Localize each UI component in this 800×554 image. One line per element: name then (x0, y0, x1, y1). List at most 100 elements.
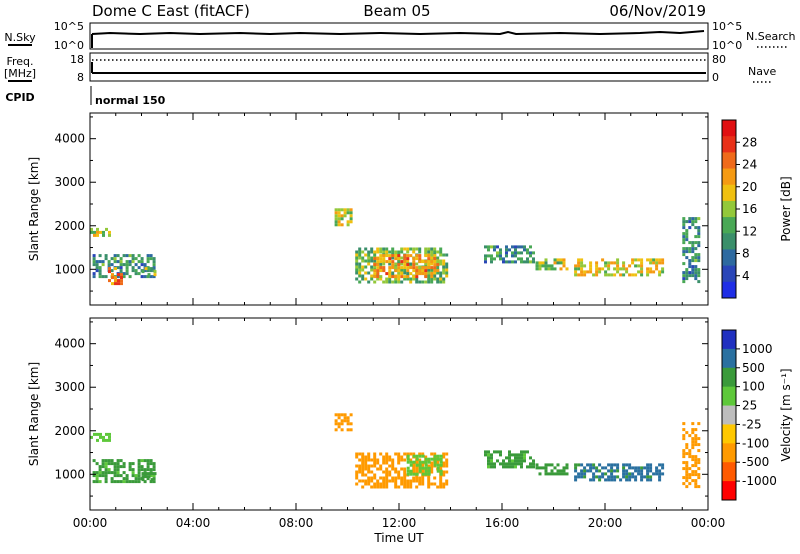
echo-cell (694, 437, 698, 441)
echo-cell (694, 235, 698, 239)
echo-cell (415, 266, 419, 270)
echo-cell (415, 257, 419, 261)
echo-cell (661, 270, 665, 274)
echo-cell (532, 462, 535, 466)
echo-cell (334, 422, 338, 426)
echo-cell (559, 258, 563, 262)
echo-cell (120, 276, 123, 280)
echo-cell (415, 479, 419, 483)
echo-cell (655, 258, 659, 262)
echo-cell (137, 260, 141, 264)
echo-cell (445, 253, 449, 257)
echo-cell (682, 217, 686, 221)
echo-cell (634, 264, 638, 268)
echo-cell (691, 446, 695, 450)
echo-cell (105, 438, 108, 442)
echo-cell (646, 472, 650, 476)
echo-cell (577, 264, 581, 268)
echo-cell (98, 471, 102, 475)
echo-cell (96, 227, 99, 231)
echo-cell (122, 471, 126, 475)
echo-cell (367, 470, 371, 474)
echo-cell (697, 229, 701, 233)
echo-cell (436, 265, 440, 269)
echo-cell (367, 452, 371, 456)
echo-cell (541, 264, 545, 268)
echo-cell (685, 256, 689, 260)
echo-cell (580, 261, 584, 265)
echo-cell (697, 485, 701, 489)
echo-cell (415, 277, 419, 281)
echo-cell (502, 260, 505, 264)
echo-cell (337, 422, 341, 426)
colorbar-label: Power [dB] (779, 176, 793, 241)
echo-cell (535, 264, 539, 268)
echo-cell (532, 465, 535, 469)
echo-cell (661, 472, 665, 476)
echo-cell (547, 264, 551, 268)
echo-cell (114, 282, 117, 286)
echo-cell (616, 466, 620, 470)
echo-cell (116, 254, 120, 258)
echo-cell (125, 477, 129, 481)
echo-cell (370, 265, 374, 269)
echo-cell (95, 477, 99, 481)
echo-cell (391, 254, 395, 258)
echo-cell (415, 280, 419, 284)
echo-cell (373, 473, 377, 477)
echo-cell (346, 422, 350, 426)
echo-cell (418, 260, 422, 264)
echo-cell (361, 467, 365, 471)
echo-cell (153, 270, 157, 274)
echo-cell (691, 256, 695, 260)
echo-cell (607, 475, 611, 479)
echo-cell (691, 479, 695, 483)
echo-cell (547, 463, 551, 467)
echo-cell (490, 453, 493, 457)
echo-cell (490, 260, 493, 264)
echo-cell (523, 453, 526, 457)
echo-cell (98, 474, 102, 478)
echo-cell (370, 464, 374, 468)
echo-cell (379, 257, 383, 261)
echo-cell (439, 469, 443, 473)
echo-cell (682, 262, 686, 266)
echo-cell (640, 273, 644, 277)
echo-cell (484, 453, 487, 457)
echo-cell (511, 254, 514, 258)
nave-tick-low: 0 (712, 71, 719, 84)
echo-cell (137, 459, 141, 463)
echo-cell (526, 450, 529, 454)
echo-cell (640, 258, 644, 262)
echo-cell (340, 214, 344, 218)
echo-cell (556, 258, 560, 262)
echo-cell (538, 472, 542, 476)
echo-cell (397, 250, 401, 254)
echo-cell (436, 485, 440, 489)
echo-cell (120, 282, 123, 286)
echo-cell (625, 463, 629, 467)
echo-cell (688, 259, 692, 263)
echo-cell (110, 471, 114, 475)
echo-cell (141, 475, 145, 479)
echo-cell (388, 473, 392, 477)
echo-cell (364, 277, 368, 281)
echo-cell (493, 257, 496, 261)
echo-cell (113, 465, 117, 469)
echo-cell (484, 254, 487, 258)
echo-cell (517, 251, 520, 255)
echo-cell (376, 272, 380, 276)
echo-cell (682, 238, 686, 242)
echo-cell (595, 475, 599, 479)
echo-cell (427, 280, 431, 284)
echo-cell (424, 262, 428, 266)
echo-cell (394, 254, 398, 258)
echo-cell (379, 277, 383, 281)
echo-cell (688, 274, 692, 278)
echo-cell (400, 479, 404, 483)
echo-cell (343, 419, 347, 423)
cpid-value: normal 150 (95, 94, 166, 107)
echo-cell (418, 482, 422, 486)
echo-cell (104, 471, 108, 475)
echo-cell (92, 474, 96, 478)
